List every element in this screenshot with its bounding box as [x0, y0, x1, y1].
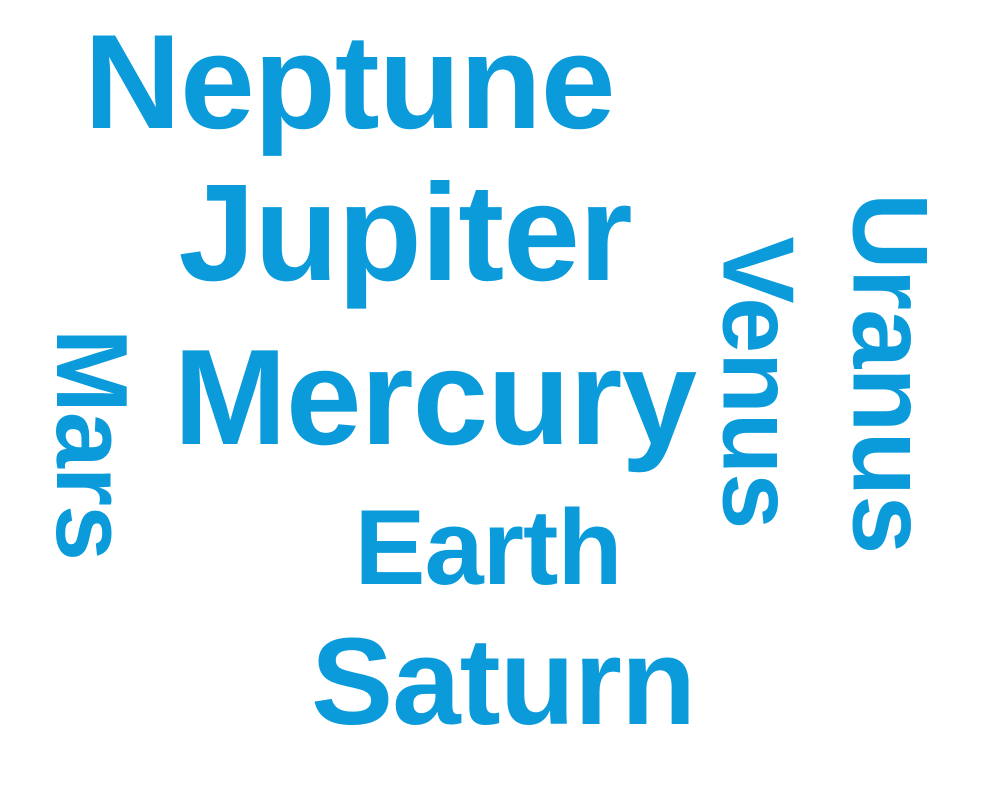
word-venus: Venus — [701, 235, 814, 528]
word-earth: Earth — [354, 487, 623, 607]
word-mercury: Mercury — [173, 321, 698, 473]
word-jupiter: Jupiter — [178, 156, 633, 310]
word-neptune: Neptune — [84, 7, 615, 157]
word-mars: Mars — [34, 328, 147, 560]
word-saturn: Saturn — [311, 612, 696, 751]
word-uranus: Uranus — [830, 192, 950, 553]
